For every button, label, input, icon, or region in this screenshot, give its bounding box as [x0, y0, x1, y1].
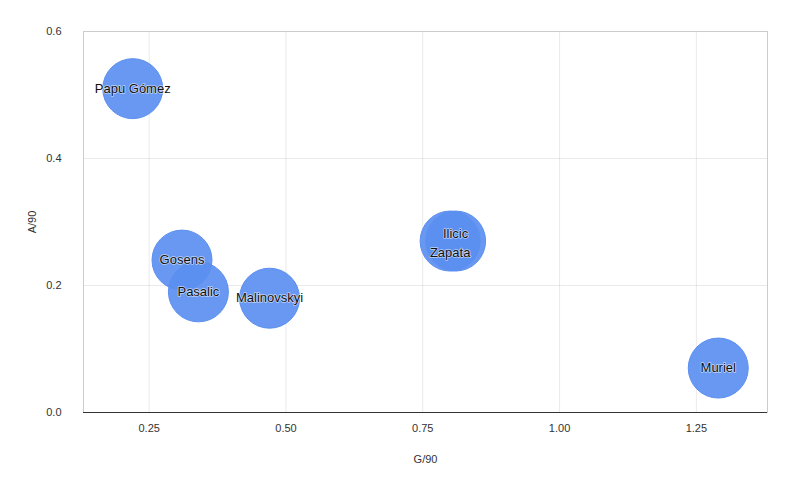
svg-text:1.25: 1.25 [686, 422, 707, 434]
svg-text:0.25: 0.25 [138, 422, 159, 434]
svg-text:Ilicic: Ilicic [443, 226, 469, 241]
svg-text:Zapata: Zapata [430, 245, 471, 260]
svg-text:Gosens: Gosens [160, 252, 205, 267]
svg-text:0.50: 0.50 [275, 422, 296, 434]
svg-text:A/90: A/90 [26, 211, 38, 234]
svg-text:Malinovskyi: Malinovskyi [236, 290, 303, 305]
svg-text:0.75: 0.75 [412, 422, 433, 434]
svg-text:Papu Gómez: Papu Gómez [95, 81, 171, 96]
svg-text:1.00: 1.00 [549, 422, 570, 434]
svg-text:G/90: G/90 [414, 453, 438, 465]
svg-text:0.4: 0.4 [46, 152, 61, 164]
svg-text:0.6: 0.6 [46, 25, 61, 37]
svg-text:0.0: 0.0 [46, 406, 61, 418]
svg-text:Muriel: Muriel [701, 360, 737, 375]
svg-text:0.2: 0.2 [46, 279, 61, 291]
svg-text:Pasalic: Pasalic [177, 284, 219, 299]
